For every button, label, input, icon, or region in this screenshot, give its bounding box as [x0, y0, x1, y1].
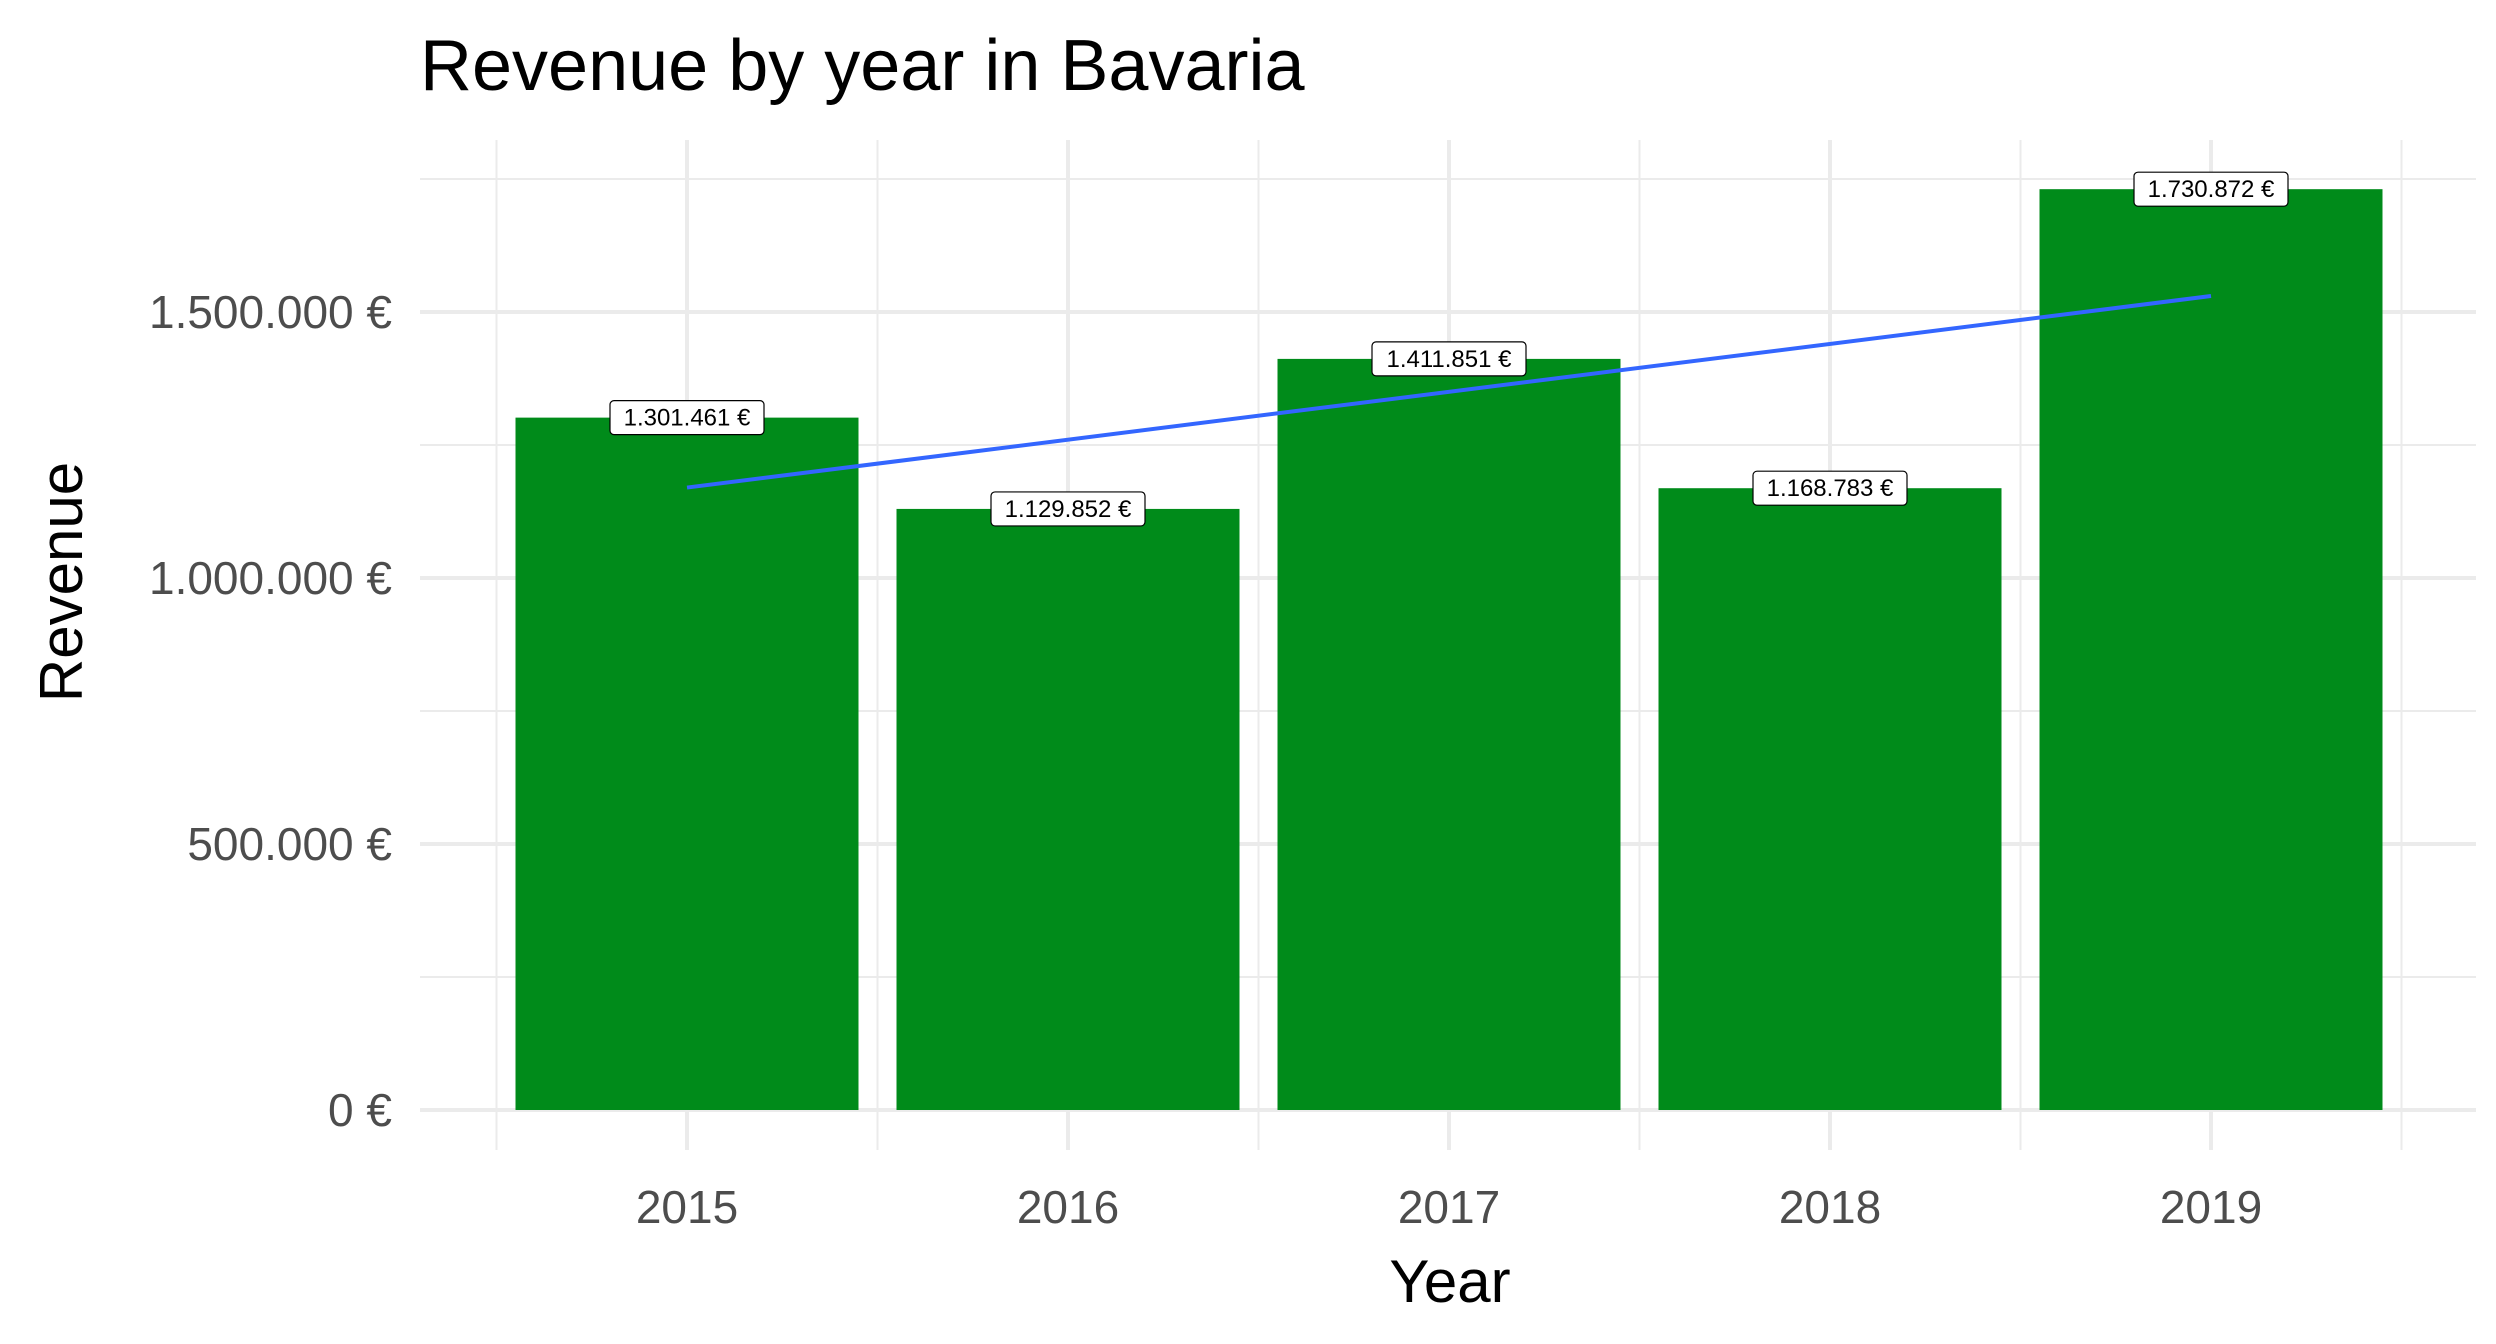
x-tick-label: 2019 [2160, 1181, 2262, 1233]
x-axis-ticks: 2015 2016 2017 2018 2019 [636, 1181, 2262, 1233]
data-label-box [990, 491, 1146, 527]
bar-2018 [1658, 488, 2002, 1110]
data-label-text: 1.730.872 € [2148, 176, 2275, 203]
data-label-box [1752, 470, 1908, 506]
chart-title: Revenue by year in Bavaria [420, 26, 1305, 106]
data-labels: 1.301.461 € 1.129.852 € 1.411.851 € 1.168.7… [609, 171, 2289, 527]
y-axis-ticks: 0 € 500.000 € 1.000.000 € 1.500.000 € [149, 286, 392, 1136]
bars [515, 189, 2383, 1111]
bar-2015 [515, 417, 859, 1110]
bar-2019 [2039, 189, 2383, 1111]
trend-line [686, 294, 2212, 490]
x-tick-label: 2017 [1398, 1181, 1500, 1233]
data-label-box [1371, 341, 1527, 377]
y-axis-title: Revenue [28, 462, 95, 702]
data-label-text: 1.168.783 € [1767, 475, 1894, 502]
data-label-box [609, 400, 765, 436]
y-tick-label: 0 € [328, 1084, 392, 1136]
y-tick-label: 1.000.000 € [149, 552, 392, 604]
data-label-text: 1.411.851 € [1386, 346, 1512, 373]
x-tick-label: 2016 [1017, 1181, 1119, 1233]
data-label-text: 1.301.461 € [624, 405, 751, 432]
trend-line-group [686, 294, 2212, 490]
bar-2017 [1277, 358, 1621, 1110]
data-label-2017: 1.411.851 € [1371, 341, 1527, 377]
x-tick-label: 2015 [636, 1181, 738, 1233]
y-tick-label: 500.000 € [187, 818, 392, 870]
data-label-box [2133, 171, 2289, 207]
x-axis-title: Year [1389, 1248, 1510, 1315]
x-tick-label: 2018 [1779, 1181, 1881, 1233]
data-label-2018: 1.168.783 € [1752, 470, 1908, 506]
data-label-2019: 1.730.872 € [2133, 171, 2289, 207]
data-label-text: 1.129.852 € [1005, 496, 1132, 523]
bar-2016 [896, 508, 1240, 1111]
data-label-2015: 1.301.461 € [609, 400, 765, 436]
y-tick-label: 1.500.000 € [149, 286, 392, 338]
data-label-2016: 1.129.852 € [990, 491, 1146, 527]
